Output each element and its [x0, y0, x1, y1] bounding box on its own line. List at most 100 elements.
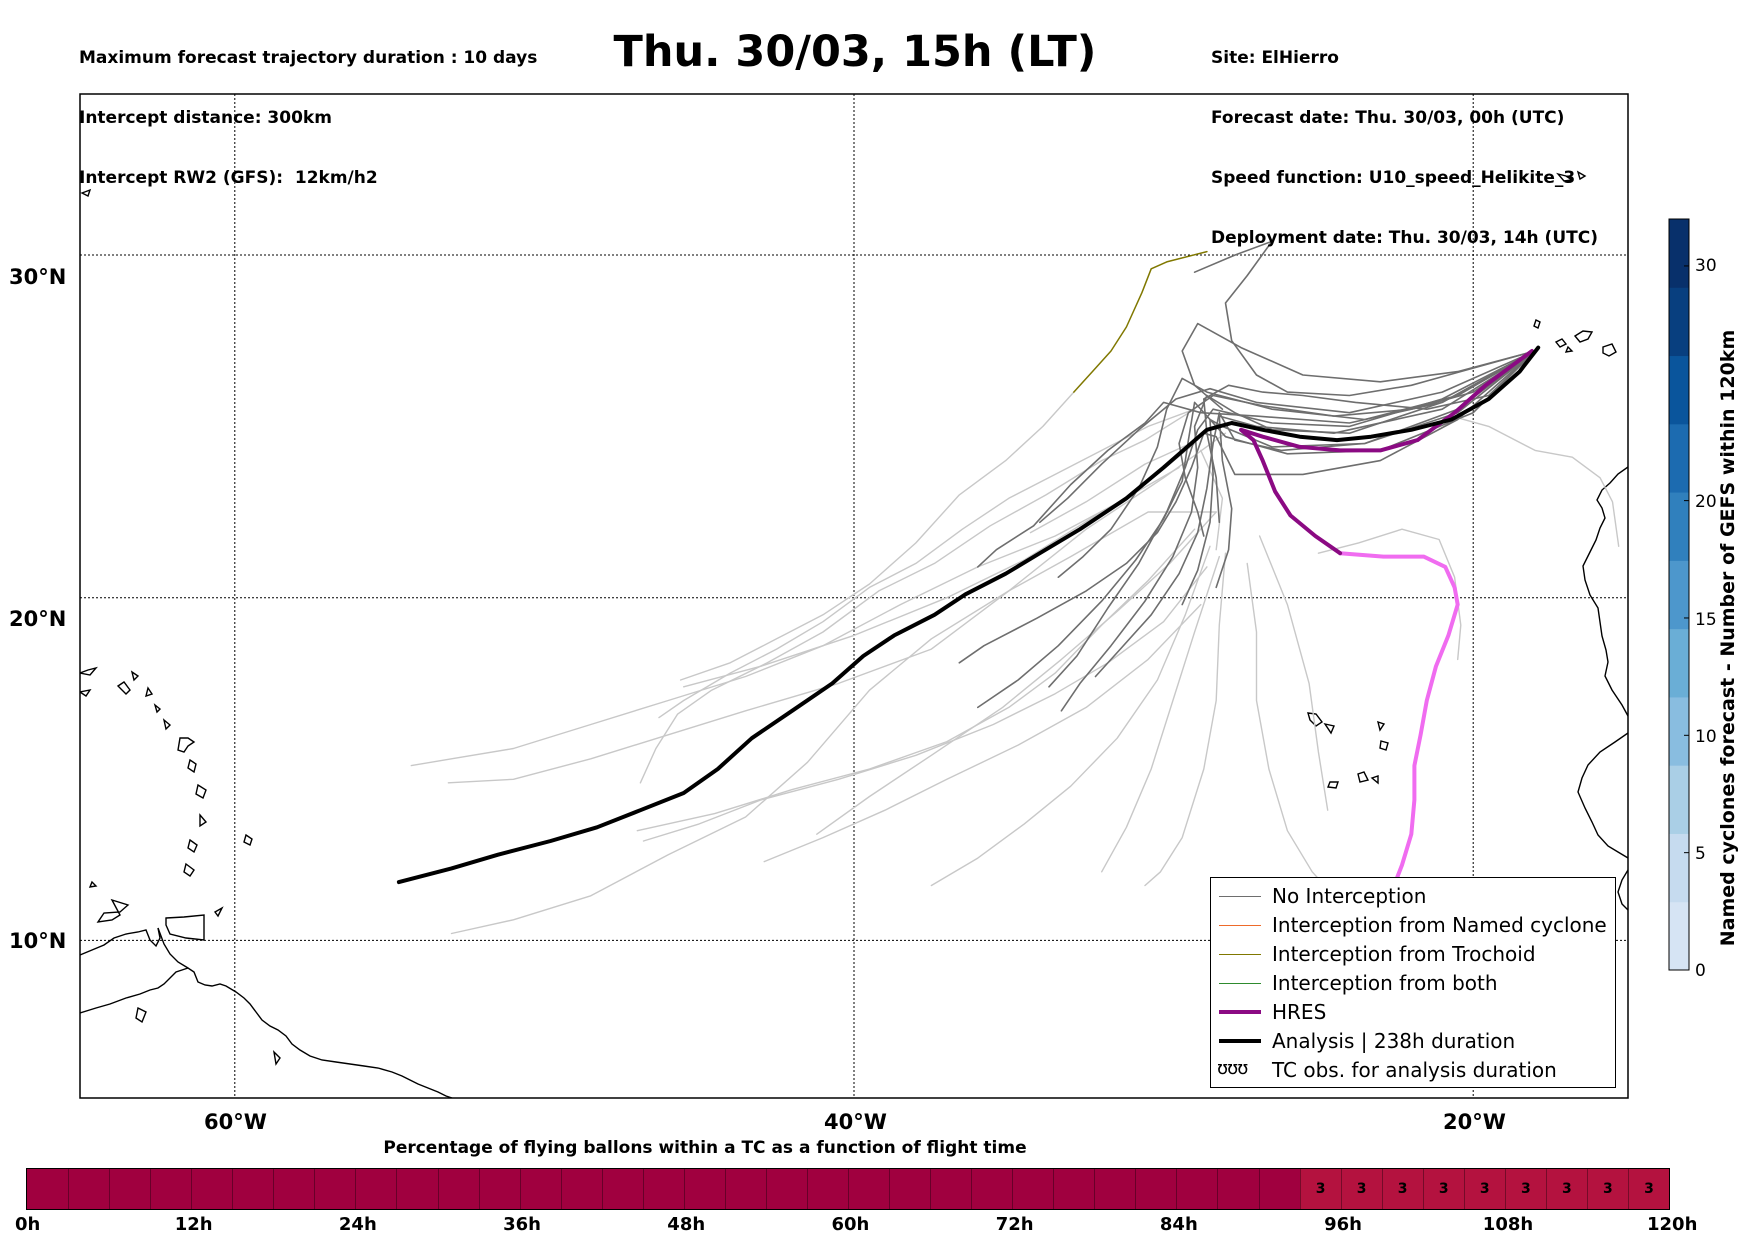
legend-swatch [1219, 983, 1261, 984]
tc-percentage-cell: 3 [1422, 1169, 1464, 1209]
time-tick-label: 48h [667, 1214, 706, 1235]
tc-percentage-cell [971, 1169, 1013, 1209]
ensemble-track-faded [763, 603, 1202, 863]
header-left-info: Maximum forecast trajectory duration : 1… [79, 8, 537, 208]
ensemble-track-faded [642, 566, 1208, 842]
legend-label: TC obs. for analysis duration [1272, 1058, 1557, 1082]
coastline-south-america [80, 967, 453, 1098]
ensemble-track-no-interception [1193, 240, 1536, 397]
tc-percentage-cell [1094, 1169, 1136, 1209]
canary-island-3 [1573, 330, 1594, 343]
ensemble-track-faded [1317, 528, 1462, 661]
trinidad-island [165, 914, 205, 941]
header-right-info: Site: ElHierro Forecast date: Thu. 30/03… [1211, 8, 1598, 268]
time-tick-label: 24h [338, 1214, 377, 1235]
tc-percentage-cell [232, 1169, 274, 1209]
legend-label: Analysis | 238h duration [1272, 1029, 1516, 1053]
colorbar-segment [1669, 628, 1689, 698]
cape-verde-6 [1327, 781, 1339, 789]
trajectory-tracks [396, 240, 1620, 935]
time-tick-label: 0h [15, 1214, 41, 1235]
caribbean-island-9 [187, 758, 197, 774]
tc-percentage-cell [560, 1169, 602, 1209]
tc-percentage-cell [765, 1169, 807, 1209]
cape-verde-7 [1370, 775, 1379, 785]
tc-percentage-cell [601, 1169, 643, 1209]
tc-percentage-cell [109, 1169, 151, 1209]
colorbar-tick-label: 30 [1695, 256, 1717, 276]
legend-label: Interception from both [1272, 971, 1498, 995]
colorbar-segment [1669, 901, 1689, 971]
progress-bar-title: Percentage of flying ballons within a TC… [383, 1138, 1027, 1158]
tc-percentage-cell [848, 1169, 890, 1209]
tc-percentage-cell [1135, 1169, 1177, 1209]
canary-island-4 [1602, 343, 1617, 357]
lon-label-40w: 40°W [824, 1110, 887, 1134]
hres-track-extension [1338, 551, 1460, 891]
legend-item-no-interception: No Interception [1211, 882, 1615, 911]
legend-label: Interception from Named cyclone [1272, 913, 1607, 937]
time-tick-label: 96h [1324, 1214, 1362, 1235]
tc-percentage-cell [930, 1169, 972, 1209]
coastline-africa-far [1617, 869, 1628, 911]
caribbean-island-17 [213, 906, 224, 918]
caribbean-island-13 [183, 862, 195, 877]
legend-label: HRES [1272, 1000, 1327, 1024]
ensemble-track-faded [1200, 449, 1224, 551]
cape-verde-4 [1379, 740, 1389, 751]
page-title: Thu. 30/03, 15h (LT) [613, 27, 1097, 77]
header-left-line: Intercept RW2 (GFS): 12km/h2 [79, 168, 378, 188]
ensemble-track-faded [1100, 555, 1221, 873]
caribbean-island-10 [195, 783, 207, 800]
colorbar-segment [1669, 833, 1689, 903]
cape-verde-3 [1377, 720, 1386, 732]
header-right-line: Forecast date: Thu. 30/03, 00h (UTC) [1211, 108, 1565, 128]
canary-island-5 [1564, 345, 1574, 353]
cape-verde-5 [1357, 771, 1370, 783]
cape-verde-2 [1323, 722, 1335, 735]
caribbean-island-6 [153, 703, 162, 714]
caribbean-island-2 [80, 688, 92, 697]
colorbar-segment [1669, 219, 1689, 288]
tc-percentage-cell: 3 [1504, 1169, 1546, 1209]
colorbar-segment [1669, 696, 1689, 766]
ensemble-track-faded [1029, 439, 1199, 534]
colorbar [1668, 218, 1690, 971]
legend-label: Interception from Trochoid [1272, 942, 1536, 966]
ensemble-track-faded [1144, 552, 1227, 887]
tc-percentage-cell: 3 [1586, 1169, 1628, 1209]
legend-item-named-cyclone: Interception from Named cyclone [1211, 911, 1615, 940]
caribbean-island-4 [130, 670, 140, 682]
tc-percentage-cell [1053, 1169, 1095, 1209]
caribbean-island-15 [96, 898, 130, 923]
tc-percentage-cell [150, 1169, 192, 1209]
ensemble-track-faded [679, 391, 1075, 681]
header-right-line: Deployment date: Thu. 30/03, 14h (UTC) [1211, 228, 1598, 248]
ensemble-track-faded [450, 432, 1227, 935]
lon-label-20w: 20°W [1443, 1110, 1506, 1134]
tc-percentage-cell [396, 1169, 438, 1209]
ensemble-track-faded [683, 466, 1180, 688]
time-tick-label: 108h [1482, 1214, 1534, 1235]
caribbean-island-19 [135, 1006, 147, 1024]
ensemble-track-trochoid [1073, 250, 1208, 393]
legend-item-tc-obs: ʊʊʊ TC obs. for analysis duration [1211, 1056, 1615, 1085]
tc-percentage-cell [68, 1169, 110, 1209]
colorbar-segment [1669, 287, 1689, 357]
ensemble-track-no-interception [1181, 322, 1536, 411]
caribbean-island-8 [177, 737, 196, 753]
map-legend: No Interception Interception from Named … [1210, 877, 1616, 1088]
time-tick-label: 72h [995, 1214, 1034, 1235]
cape-verde-1 [1307, 712, 1324, 727]
ensemble-track-faded [658, 408, 1196, 719]
tc-percentage-cell [1258, 1169, 1300, 1209]
tc-percentage-cell [642, 1169, 684, 1209]
tc-percentage-cell [1217, 1169, 1259, 1209]
legend-item-hres: HRES [1211, 998, 1615, 1027]
lat-label-30n: 30°N [9, 265, 67, 289]
legend-item-both: Interception from both [1211, 969, 1615, 998]
tc-percentage-cell [1012, 1169, 1054, 1209]
map-frame [79, 93, 1629, 1099]
ensemble-track-faded [447, 511, 1217, 784]
